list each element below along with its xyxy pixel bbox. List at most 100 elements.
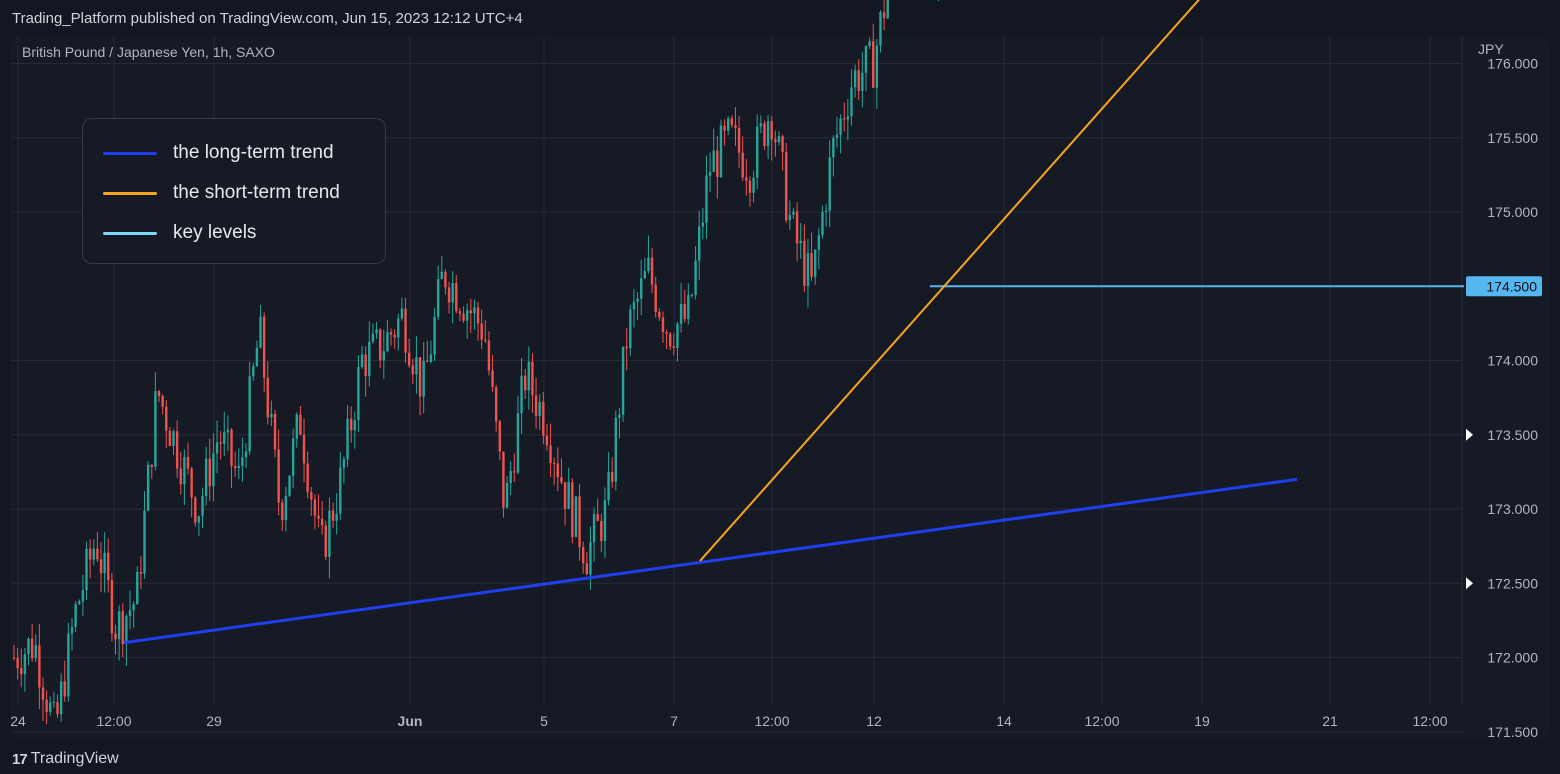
candle-body [78, 601, 81, 605]
candle-body [99, 559, 103, 574]
candle-body [552, 463, 556, 465]
candle-body [509, 471, 512, 484]
candle-body [190, 468, 193, 498]
tradingview-logo[interactable]: 17 TradingView [12, 750, 119, 768]
x-tick-label: 14 [996, 713, 1012, 729]
candle-body [770, 121, 773, 140]
candle-body [694, 260, 697, 295]
chart-grid [12, 36, 1463, 733]
candle-body [814, 249, 817, 277]
candle-body [716, 150, 719, 177]
candle-body [723, 125, 726, 131]
candle-body [853, 70, 857, 88]
x-tick-label: 12 [866, 713, 882, 729]
candle-body [665, 331, 668, 334]
candle-body [349, 418, 353, 431]
candle-body [161, 395, 164, 407]
candle-body [625, 346, 628, 349]
currency-label: JPY [1478, 41, 1504, 57]
candle-body [872, 41, 875, 88]
symbol-title[interactable]: British Pound / Japanese Yen, 1h, SAXO [22, 44, 275, 60]
candle-body [661, 317, 665, 332]
candle-body [143, 510, 146, 574]
candle-body [262, 316, 266, 378]
candle-body [654, 284, 657, 312]
legend-item-short-term: the short-term trend [103, 181, 340, 205]
candle-body [810, 253, 813, 277]
x-tick-label: 12:00 [96, 713, 131, 729]
candle-body [513, 471, 516, 473]
candle-body [824, 210, 828, 213]
candle-body [88, 548, 92, 560]
candle-body [795, 211, 799, 244]
candle-body [418, 357, 422, 397]
candle-body [491, 370, 494, 388]
candle-body [766, 121, 770, 146]
candle-body [252, 366, 255, 377]
x-tick-label: 19 [1194, 713, 1210, 729]
candle-body [371, 333, 375, 342]
candle-body [719, 125, 723, 177]
candle-body [313, 499, 317, 516]
candle-body [498, 421, 502, 452]
candle-body [516, 413, 520, 473]
candle-body [295, 414, 298, 439]
candle-body [487, 340, 491, 371]
candle-body [30, 638, 34, 659]
candle-body [647, 257, 650, 272]
candle-body [259, 316, 262, 348]
candle-body [639, 278, 643, 299]
candle-body [346, 418, 349, 460]
candle-body [16, 657, 19, 669]
candle-body [110, 580, 114, 634]
footer [0, 742, 1560, 774]
x-tick-label: 12:00 [1084, 713, 1119, 729]
candle-body [679, 303, 683, 324]
candle-body [774, 139, 777, 143]
candle-body [563, 482, 567, 509]
candle-body [636, 298, 639, 302]
legend-label-short-term: the short-term trend [173, 182, 340, 203]
candle-body [600, 520, 603, 541]
candle-body [476, 307, 480, 324]
candle-body [226, 429, 230, 433]
candlestick-series [12, 0, 939, 725]
y-tick-label: 172.500 [1487, 575, 1538, 591]
candle-body [560, 477, 563, 483]
candle-body [465, 310, 469, 321]
candle-body [38, 645, 41, 688]
candle-body [473, 307, 476, 314]
candle-body [56, 702, 59, 715]
candle-body [505, 483, 509, 508]
candle-body [603, 500, 607, 541]
candle-body [690, 294, 694, 296]
x-tick-label: 29 [206, 713, 222, 729]
candle-body [67, 633, 70, 697]
candle-body [494, 387, 498, 422]
legend-item-key-levels: key levels [103, 221, 256, 245]
candle-body [324, 525, 327, 557]
candle-body [125, 616, 128, 644]
short-term-trend-line [699, 0, 1200, 562]
candle-body [610, 472, 614, 482]
legend-swatch-short-term [103, 191, 157, 195]
candle-body [219, 442, 222, 444]
candle-body [658, 311, 661, 318]
candle-body [433, 316, 436, 355]
axis-marker-icon [1466, 577, 1473, 590]
candle-body [175, 431, 179, 469]
candle-body [230, 429, 233, 467]
candle-body [777, 136, 781, 143]
candle-body [266, 377, 269, 418]
candle-body [527, 361, 531, 391]
candle-body [121, 611, 124, 644]
candle-body [317, 515, 320, 519]
candle-body [59, 681, 63, 715]
candle-body [730, 118, 734, 126]
candle-body [357, 366, 360, 421]
key-level-badge: 174.500 [1466, 276, 1542, 297]
candle-body [741, 152, 744, 178]
candle-body [436, 279, 440, 317]
candle-body [12, 657, 16, 659]
